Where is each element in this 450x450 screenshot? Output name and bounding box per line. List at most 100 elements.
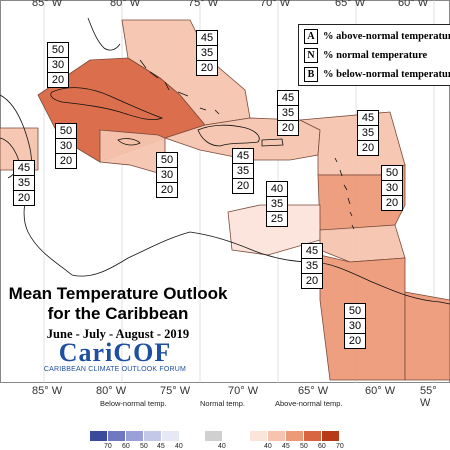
colorbar-swatch <box>322 431 339 441</box>
lon-label-top: 80° W <box>110 0 141 9</box>
legend-key: B <box>304 67 318 82</box>
prob-normal: 35 <box>266 196 288 212</box>
season-label: June - July - August - 2019 <box>46 327 190 341</box>
colorbar-swatch <box>205 431 222 441</box>
prob-normal: 35 <box>13 175 35 191</box>
prob-stack-windward: 50 30 20 <box>381 165 403 211</box>
prob-below: 20 <box>47 72 69 88</box>
colorbar <box>90 431 339 441</box>
prob-stack-hispaniola-north: 45 35 20 <box>277 90 299 136</box>
prob-above: 45 <box>277 90 299 106</box>
legend-key: A <box>304 29 318 44</box>
prob-below: 20 <box>232 178 254 194</box>
prob-above: 45 <box>301 243 323 259</box>
prob-normal: 30 <box>55 138 77 154</box>
prob-normal: 35 <box>232 163 254 179</box>
prob-below: 20 <box>357 140 379 156</box>
prob-below: 20 <box>277 120 299 136</box>
colorbar-swatch <box>126 431 143 441</box>
logo-tagline: CARIBBEAN CLIMATE OUTLOOK FORUM <box>43 366 187 373</box>
prob-above: 45 <box>232 148 254 164</box>
prob-normal: 35 <box>301 258 323 274</box>
colorbar-tick: 60 <box>318 443 326 450</box>
prob-below: 20 <box>196 60 218 76</box>
caricof-logo: CariCOF CARIBBEAN CLIMATE OUTLOOK FORUM <box>30 338 200 374</box>
colorbar-below-label: Below-normal temp. <box>100 399 167 408</box>
prob-above: 50 <box>344 303 366 319</box>
prob-normal: 30 <box>47 57 69 73</box>
prob-stack-puerto-rico: 40 35 25 <box>266 181 288 227</box>
legend-row-below: B % below-normal temperature <box>304 67 450 82</box>
prob-above: 40 <box>266 181 288 197</box>
prob-stack-abc: 45 35 20 <box>301 243 323 289</box>
legend-row-normal: N % normal temperature <box>304 48 427 63</box>
colorbar-tick: 40 <box>218 443 226 450</box>
prob-above: 45 <box>196 30 218 46</box>
prob-below: 20 <box>13 190 35 206</box>
colorbar-swatch <box>162 431 179 441</box>
prob-below: 20 <box>156 182 178 198</box>
prob-normal: 35 <box>277 105 299 121</box>
prob-normal: 30 <box>381 180 403 196</box>
colorbar-tick: 50 <box>140 443 148 450</box>
colorbar-tick: 45 <box>157 443 165 450</box>
zone-belize <box>0 127 39 171</box>
lon-label-top: 85° W <box>32 0 63 9</box>
prob-normal: 30 <box>156 167 178 183</box>
colorbar-swatch <box>304 431 321 441</box>
prob-above: 50 <box>47 42 69 58</box>
prob-above: 50 <box>381 165 403 181</box>
legend-text: % above-normal temperature <box>323 31 450 42</box>
lon-label-bottom: 80° W <box>96 385 127 397</box>
colorbar-swatch <box>268 431 285 441</box>
legend-text: % normal temperature <box>323 50 428 61</box>
prob-below: 20 <box>381 195 403 211</box>
colorbar-above-label: Above-normal temp. <box>275 399 343 408</box>
zone-guianas-east <box>404 291 450 381</box>
colorbar-tick: 60 <box>122 443 130 450</box>
lon-label-bottom: 65° W <box>298 385 329 397</box>
lon-label-top: 75° W <box>188 0 219 9</box>
legend-row-above: A % above-normal temperature <box>304 29 450 44</box>
colorbar-tick: 45 <box>282 443 290 450</box>
prob-stack-jamaica: 50 30 20 <box>156 152 178 198</box>
colorbar-tick: 40 <box>175 443 183 450</box>
zone-polygons <box>0 19 450 381</box>
lon-label-bottom: 75° W <box>160 385 191 397</box>
prob-below: 20 <box>344 333 366 349</box>
lon-label-top: 60° W <box>398 0 429 9</box>
lon-label-top: 70° W <box>260 0 291 9</box>
prob-above: 50 <box>156 152 178 168</box>
prob-stack-hispaniola-south: 45 35 20 <box>232 148 254 194</box>
lon-label-bottom: 85° W <box>32 385 63 397</box>
legend-text: % below-normal temperature <box>323 69 450 80</box>
colorbar-tick: 50 <box>300 443 308 450</box>
logo-name: CariCOF <box>58 338 172 367</box>
prob-above: 45 <box>357 110 379 126</box>
prob-below: 20 <box>301 273 323 289</box>
prob-stack-leeward: 45 35 20 <box>357 110 379 156</box>
prob-normal: 35 <box>357 125 379 141</box>
zone-cuba <box>37 57 206 163</box>
prob-above: 45 <box>13 160 35 176</box>
prob-normal: 30 <box>344 318 366 334</box>
prob-stack-guianas: 50 30 20 <box>344 303 366 349</box>
prob-above: 50 <box>55 123 77 139</box>
colorbar-swatch <box>286 431 303 441</box>
probability-legend: A % above-normal temperature N % normal … <box>298 24 450 86</box>
prob-below: 20 <box>55 153 77 169</box>
prob-stack-cuba: 50 30 20 <box>47 42 69 88</box>
colorbar-swatch <box>144 431 161 441</box>
colorbar-tick: 70 <box>336 443 344 450</box>
map-title: Mean Temperature Outlook for the Caribbe… <box>0 284 236 342</box>
lon-label-bottom: 55° W <box>420 385 437 409</box>
prob-stack-cayman: 50 30 20 <box>55 123 77 169</box>
lon-label-top: 65° W <box>335 0 366 9</box>
lon-label-bottom: 70° W <box>228 385 259 397</box>
prob-normal: 35 <box>196 45 218 61</box>
colorbar-swatch <box>250 431 267 441</box>
prob-stack-belize: 45 35 20 <box>13 160 35 206</box>
prob-below: 25 <box>266 211 288 227</box>
colorbar-normal-label: Normal temp. <box>200 399 246 408</box>
colorbar-tick: 40 <box>264 443 272 450</box>
